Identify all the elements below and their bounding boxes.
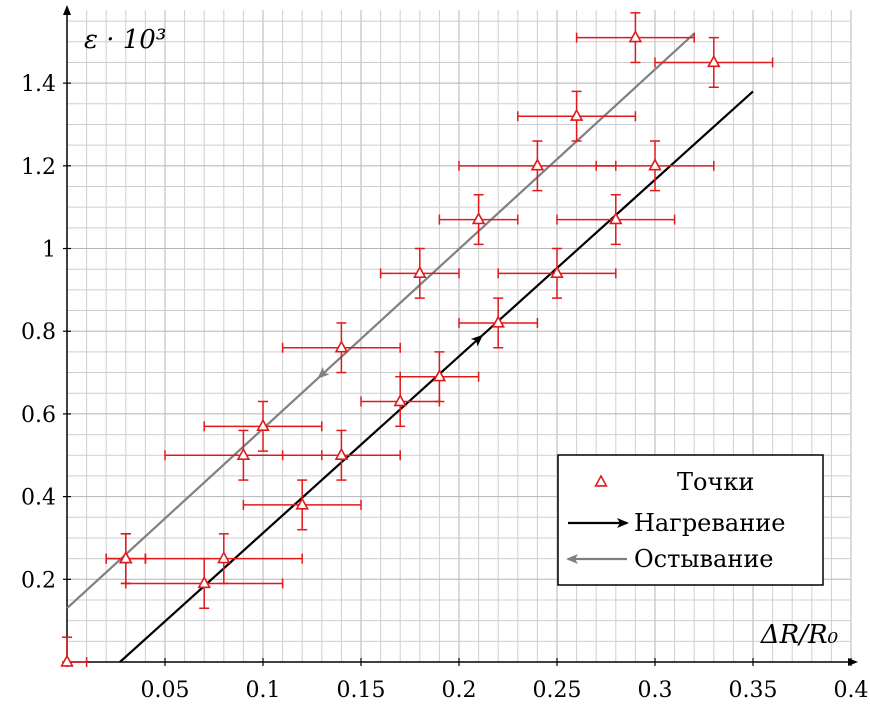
data-point	[379, 247, 460, 299]
arrow-head	[470, 334, 484, 347]
data-point	[654, 36, 774, 89]
x-tick-label: 0.3	[638, 678, 673, 703]
x-axis-title: ΔR/R₀	[760, 620, 839, 650]
triangle-marker	[628, 29, 643, 43]
triangle-marker	[648, 158, 662, 171]
data-point	[595, 140, 715, 192]
triangle-marker	[236, 447, 251, 460]
y-tick-label: 0.2	[21, 568, 56, 593]
y-tick-label: 1.2	[21, 155, 56, 180]
data-point	[203, 400, 323, 452]
x-tick-label: 0.25	[533, 678, 582, 703]
legend-label: Остывание	[634, 545, 774, 573]
y-tick-label: 0.6	[21, 403, 56, 428]
x-axis-arrow	[848, 658, 858, 666]
triangle-marker	[491, 315, 505, 328]
data-point	[438, 194, 519, 246]
y-tick-label: 0.8	[21, 320, 56, 345]
series-arrow-Остывание	[317, 367, 330, 379]
x-tick-label: 0.15	[337, 678, 386, 703]
triangle-marker	[334, 340, 349, 353]
legend-label: Точки	[677, 468, 754, 496]
series-arrow-Нагревание	[470, 334, 484, 347]
data-point	[458, 297, 539, 349]
triangle-marker	[119, 550, 133, 564]
y-tick-label: 0.4	[21, 486, 56, 511]
triangle-marker	[471, 211, 486, 225]
x-tick-label: 0.4	[834, 678, 869, 703]
y-tick-label: 1	[42, 238, 56, 263]
triangle-marker	[707, 54, 721, 68]
legend-arrow-icon	[566, 554, 578, 564]
tick-labels: 0.05 0.1 0.15 0.2 0.25 0.3 0.35 0.4 0.2 0.4 0.6 0.8…	[21, 72, 869, 703]
triangle-marker	[550, 265, 564, 279]
triangle-marker	[393, 393, 407, 407]
data-point	[281, 322, 401, 374]
triangle-marker	[256, 418, 270, 432]
arrow-head	[317, 367, 330, 379]
data-point	[125, 557, 284, 609]
triangle-marker	[334, 447, 349, 460]
legend-item: Точки	[594, 468, 754, 496]
x-tick-label: 0.35	[729, 678, 778, 703]
x-tick-label: 0.05	[141, 678, 190, 703]
legend-item: Нагревание	[568, 509, 785, 537]
legend-label: Нагревание	[634, 509, 785, 537]
legend-item: Остывание	[566, 545, 774, 573]
triangle-marker	[295, 497, 309, 510]
series-line-Остывание	[66, 32, 695, 610]
triangle-marker	[413, 265, 427, 279]
series-points	[60, 12, 774, 667]
y-tick-label: 1.4	[21, 72, 56, 97]
data-point	[556, 194, 676, 246]
legend-arrow-icon	[617, 518, 629, 528]
data-point	[517, 90, 637, 142]
data-point	[281, 429, 401, 481]
y-axis-title: ε · 10³	[84, 25, 166, 55]
data-point	[144, 533, 303, 585]
triangle-marker	[530, 158, 545, 171]
data-point	[575, 12, 695, 64]
x-tick-label: 0.1	[246, 678, 281, 703]
triangle-marker	[432, 369, 447, 382]
data-point	[242, 479, 362, 531]
data-point	[497, 247, 617, 299]
legend: Точки Нагревание Остывание	[557, 454, 824, 586]
data-point	[105, 533, 147, 585]
data-point	[458, 140, 617, 192]
triangle-marker	[197, 575, 211, 589]
triangle-marker	[609, 211, 623, 225]
triangle-marker	[217, 550, 231, 564]
triangle-marker	[569, 108, 584, 121]
data-point	[399, 351, 480, 403]
y-axis-arrow	[63, 5, 71, 15]
data-point	[60, 636, 88, 667]
triangle-marker	[60, 654, 74, 667]
legend-triangle-icon	[594, 474, 608, 487]
x-tick-label: 0.2	[442, 678, 477, 703]
